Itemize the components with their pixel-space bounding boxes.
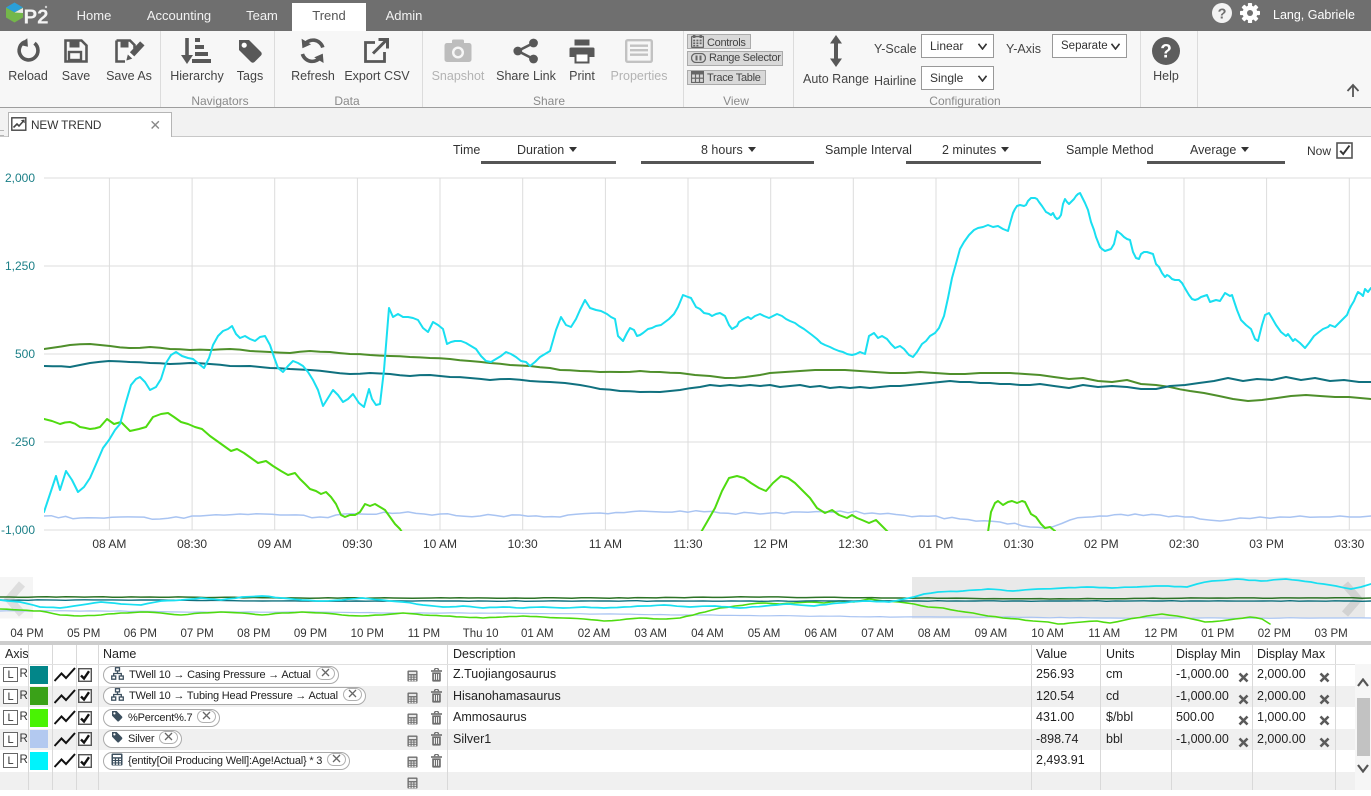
svg-text:01 AM: 01 AM [521, 628, 554, 640]
svg-text:04 PM: 04 PM [10, 628, 43, 640]
svg-text:04 AM: 04 AM [691, 628, 724, 640]
svg-text:10 AM: 10 AM [423, 537, 457, 551]
svg-text:11:30: 11:30 [673, 537, 702, 551]
svg-text:05 AM: 05 AM [748, 628, 781, 640]
svg-text:01 PM: 01 PM [919, 537, 954, 551]
svg-text:-1,000: -1,000 [1, 523, 35, 537]
svg-text:07 PM: 07 PM [180, 628, 213, 640]
svg-text:500: 500 [15, 347, 35, 361]
svg-text:10 AM: 10 AM [1031, 628, 1064, 640]
svg-text:10 PM: 10 PM [351, 628, 384, 640]
svg-text:12 PM: 12 PM [1144, 628, 1177, 640]
svg-text:07 AM: 07 AM [861, 628, 894, 640]
svg-text:08 AM: 08 AM [918, 628, 951, 640]
svg-text:1,250: 1,250 [5, 259, 35, 273]
svg-text:02 PM: 02 PM [1084, 537, 1119, 551]
svg-text:12:30: 12:30 [838, 537, 868, 551]
svg-text:03 PM: 03 PM [1249, 537, 1284, 551]
svg-text:01 PM: 01 PM [1201, 628, 1234, 640]
svg-text:09 AM: 09 AM [258, 537, 292, 551]
svg-text:?: ? [1218, 7, 1227, 23]
svg-text:03:30: 03:30 [1334, 537, 1364, 551]
svg-text:10:30: 10:30 [508, 537, 538, 551]
svg-text:12 PM: 12 PM [753, 537, 788, 551]
svg-text:05 PM: 05 PM [67, 628, 100, 640]
svg-text:09 PM: 09 PM [294, 628, 327, 640]
svg-text:09:30: 09:30 [342, 537, 372, 551]
svg-text:11 AM: 11 AM [589, 537, 622, 551]
svg-text:?: ? [1160, 42, 1172, 63]
svg-text:02:30: 02:30 [1169, 537, 1199, 551]
svg-text:2,000: 2,000 [5, 171, 35, 185]
svg-text:02 AM: 02 AM [578, 628, 611, 640]
svg-text:Thu 10: Thu 10 [463, 628, 499, 640]
svg-text:08:30: 08:30 [177, 537, 207, 551]
svg-text:06 PM: 06 PM [124, 628, 157, 640]
svg-text:06 AM: 06 AM [804, 628, 837, 640]
svg-text:11 PM: 11 PM [408, 628, 440, 640]
svg-text:08 PM: 08 PM [237, 628, 270, 640]
svg-text:11 AM: 11 AM [1088, 628, 1120, 640]
svg-text:09 AM: 09 AM [975, 628, 1008, 640]
svg-text:01:30: 01:30 [1004, 537, 1034, 551]
svg-text:03 AM: 03 AM [634, 628, 667, 640]
svg-text:02 PM: 02 PM [1258, 628, 1291, 640]
svg-text:-250: -250 [11, 435, 35, 449]
svg-text:03 PM: 03 PM [1314, 628, 1347, 640]
svg-text:08 AM: 08 AM [92, 537, 126, 551]
svg-text:P2: P2 [24, 6, 49, 29]
